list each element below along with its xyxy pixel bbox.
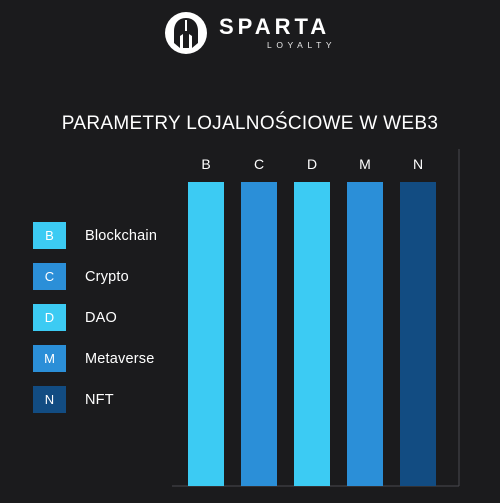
legend-item: D DAO: [33, 304, 157, 331]
legend-label: Metaverse: [85, 350, 155, 367]
legend-item: M Metaverse: [33, 345, 157, 372]
legend-label: NFT: [85, 391, 114, 408]
brand-name: SPARTA: [219, 13, 331, 39]
x-tick-label: N: [413, 156, 423, 172]
legend-swatch: N: [33, 386, 66, 413]
legend-swatch: C: [33, 263, 66, 290]
bar-d: [294, 182, 330, 486]
x-tick-label: M: [359, 156, 371, 172]
x-tick-label: D: [307, 156, 317, 172]
bar-n: [400, 182, 436, 486]
legend-item: B Blockchain: [33, 222, 157, 249]
legend-swatch: M: [33, 345, 66, 372]
bar-b: [188, 182, 224, 486]
bar-m: [347, 182, 383, 486]
legend-swatch: B: [33, 222, 66, 249]
spartan-helmet-icon: [165, 11, 207, 54]
x-tick-label: C: [254, 156, 264, 172]
legend-item: C Crypto: [33, 263, 157, 290]
chart-legend: B Blockchain C Crypto D DAO M Metaverse N NFT: [33, 222, 157, 427]
chart-title: PARAMETRY LOJALNOŚCIOWE W WEB3: [61, 113, 439, 134]
legend-label: Blockchain: [85, 227, 158, 244]
bar-c: [241, 182, 277, 486]
legend-item: N NFT: [33, 386, 157, 413]
x-tick-label: B: [201, 156, 210, 172]
legend-label: Crypto: [85, 268, 129, 285]
legend-label: DAO: [85, 309, 118, 326]
legend-swatch: D: [33, 304, 66, 331]
brand-tagline: LOYALTY: [267, 39, 337, 50]
brand-logo: SPARTA LOYALTY: [165, 10, 345, 55]
